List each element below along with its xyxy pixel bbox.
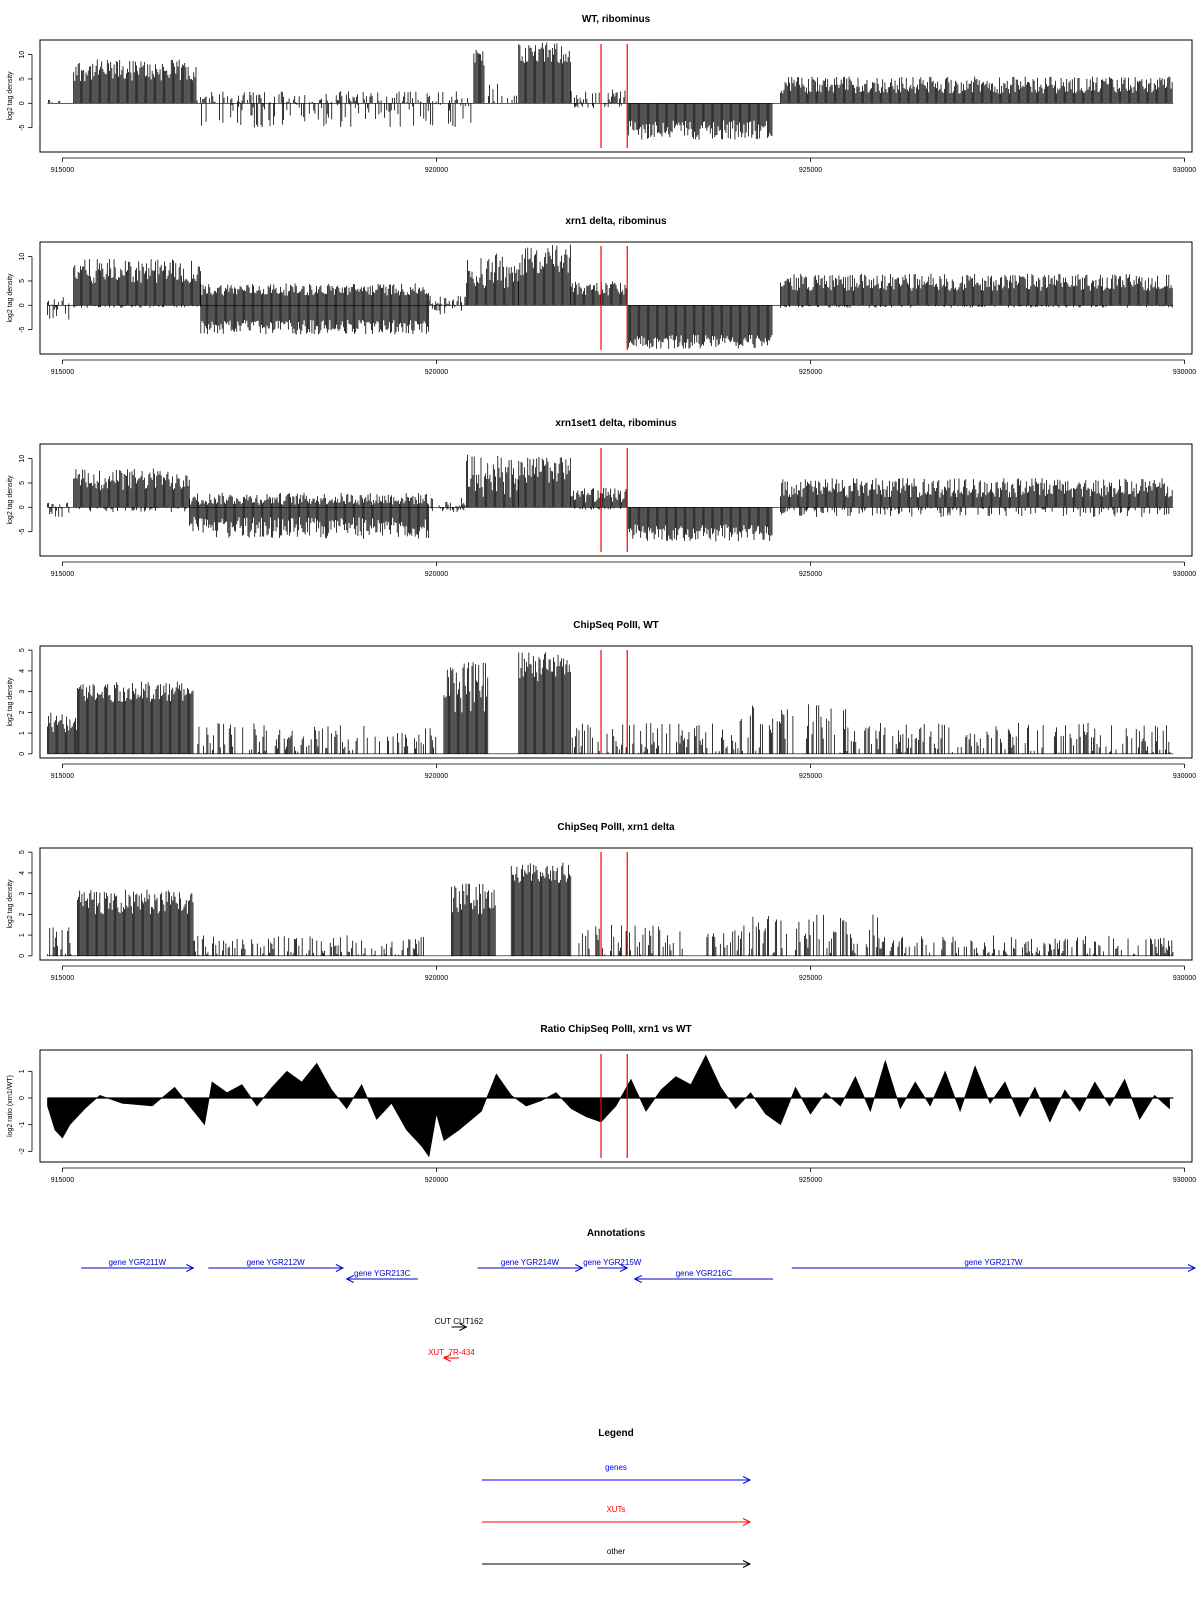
y-tick-label: -5 xyxy=(19,528,26,534)
x-tick-label: 920000 xyxy=(425,773,448,780)
y-tick-label: 10 xyxy=(19,51,26,59)
x-tick-label: 930000 xyxy=(1173,571,1196,578)
y-tick-label: 5 xyxy=(19,279,26,283)
y-tick-label: 3 xyxy=(19,690,26,694)
x-tick-label: 930000 xyxy=(1173,167,1196,174)
y-tick-label: 0 xyxy=(19,101,26,105)
x-tick-label: 925000 xyxy=(799,369,822,376)
plot-frame xyxy=(39,443,1193,557)
track-panel: xrn1set1 delta, ribominus log2 tag densit… xyxy=(7,418,1196,578)
panel-title: xrn1set1 delta, ribominus xyxy=(555,418,677,429)
plot-frame xyxy=(39,241,1193,355)
x-tick-label: 915000 xyxy=(51,369,74,376)
panel-title: ChipSeq PolII, WT xyxy=(573,620,659,631)
y-tick-label: 5 xyxy=(19,481,26,485)
y-tick-label: 0 xyxy=(19,954,26,958)
plot-frame xyxy=(39,39,1193,153)
x-tick-label: 925000 xyxy=(799,773,822,780)
data-marks xyxy=(47,244,1174,349)
data-marks xyxy=(47,454,1174,542)
y-tick-label: 0 xyxy=(19,505,26,509)
track-panel: WT, ribominus log2 tag density -5 0 5 10 91500… xyxy=(7,14,1196,174)
y-tick-label: 0 xyxy=(19,752,26,756)
y-tick-label: -5 xyxy=(19,326,26,332)
y-tick-label: 1 xyxy=(19,731,26,735)
y-tick-label: 5 xyxy=(19,648,26,652)
y-axis-label: log2 tag density xyxy=(7,71,14,121)
track-panel: xrn1 delta, ribominus log2 tag density -5 0… xyxy=(7,216,1196,376)
y-axis-label: log2 tag density xyxy=(7,677,14,727)
track-panel: ChipSeq PolII, WT log2 tag density 0 1 2 3 4 5 9… xyxy=(7,620,1196,780)
x-tick-label: 915000 xyxy=(51,571,74,578)
y-tick-label: 4 xyxy=(19,669,26,673)
x-tick-label: 915000 xyxy=(51,167,74,174)
plot-frame xyxy=(39,847,1193,961)
x-tick-label: 925000 xyxy=(799,167,822,174)
data-marks xyxy=(47,42,1174,140)
y-tick-label: -5 xyxy=(19,124,26,130)
x-tick-label: 920000 xyxy=(425,369,448,376)
x-tick-label: 930000 xyxy=(1173,369,1196,376)
x-tick-label: 915000 xyxy=(51,773,74,780)
y-tick-label: 2 xyxy=(19,710,26,714)
track-panel: ChipSeq PolII, xrn1 delta log2 tag densit… xyxy=(7,822,1196,982)
x-tick-label: 920000 xyxy=(425,571,448,578)
panel-title: xrn1 delta, ribominus xyxy=(565,216,667,227)
plot-frame xyxy=(39,645,1193,759)
panel-title: WT, ribominus xyxy=(582,14,651,25)
x-tick-label: 920000 xyxy=(425,167,448,174)
y-tick-label: 0 xyxy=(19,303,26,307)
x-tick-label: 925000 xyxy=(799,571,822,578)
y-axis-label: log2 tag density xyxy=(7,273,14,323)
y-tick-label: 10 xyxy=(19,253,26,261)
x-tick-label: 930000 xyxy=(1173,773,1196,780)
y-axis-label: log2 tag density xyxy=(7,475,14,525)
data-marks xyxy=(47,862,1174,957)
panel-title: ChipSeq PolII, xrn1 delta xyxy=(557,822,675,833)
y-tick-label: 10 xyxy=(19,455,26,463)
data-marks xyxy=(47,652,1174,755)
y-tick-label: 5 xyxy=(19,77,26,81)
y-axis-label: log2 tag density xyxy=(7,879,14,929)
